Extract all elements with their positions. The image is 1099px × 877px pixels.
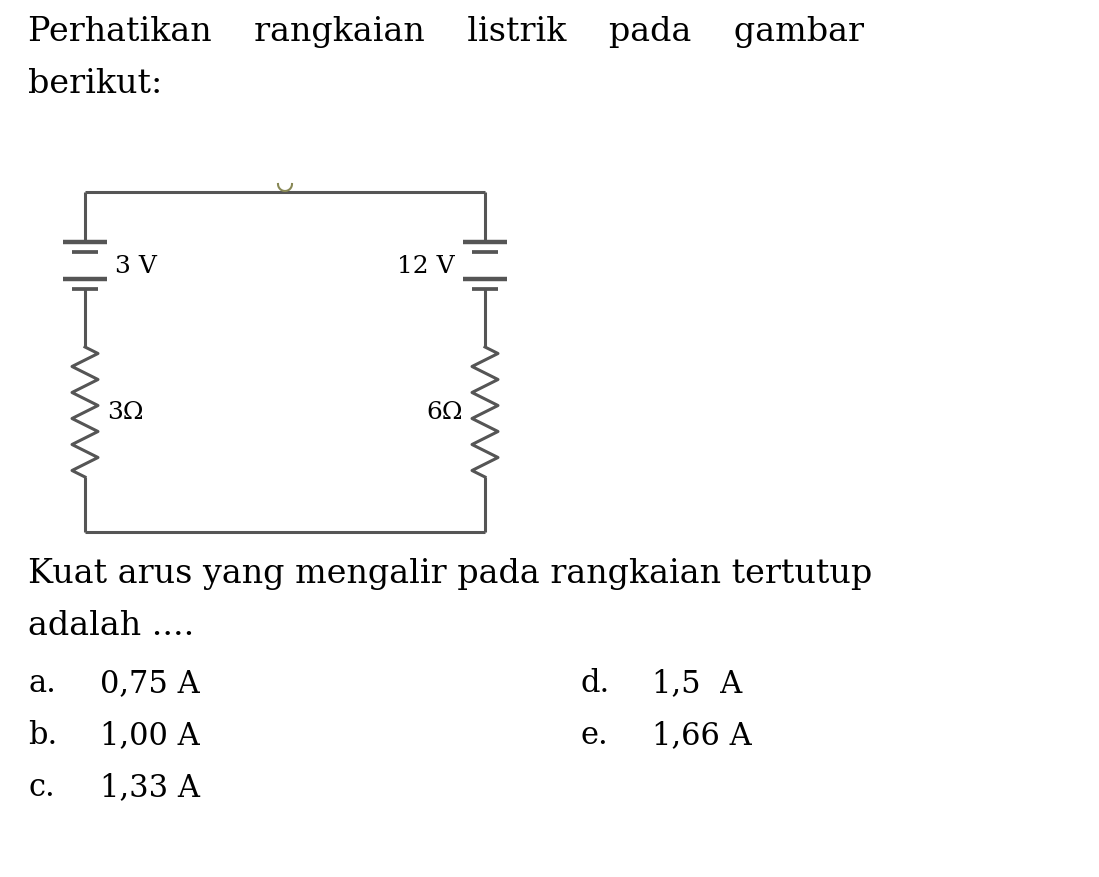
Text: b.: b. [27,719,57,750]
Text: 1,33 A: 1,33 A [100,771,200,802]
Text: e.: e. [580,719,608,750]
Text: 1,00 A: 1,00 A [100,719,200,750]
Text: 3Ω: 3Ω [107,401,144,424]
Text: 0,75 A: 0,75 A [100,667,200,698]
Text: c.: c. [27,771,55,802]
Text: Kuat arus yang mengalir pada rangkaian tertutup: Kuat arus yang mengalir pada rangkaian t… [27,558,873,589]
Text: 12 V: 12 V [398,254,455,278]
Text: a.: a. [27,667,56,698]
Text: adalah ....: adalah .... [27,610,195,641]
Text: 1,66 A: 1,66 A [652,719,752,750]
Text: berikut:: berikut: [27,68,163,100]
Text: 3 V: 3 V [115,254,157,278]
Text: 1,5  A: 1,5 A [652,667,742,698]
Text: Perhatikan    rangkaian    listrik    pada    gambar: Perhatikan rangkaian listrik pada gambar [27,16,864,48]
Text: 6Ω: 6Ω [426,401,463,424]
Text: d.: d. [580,667,609,698]
